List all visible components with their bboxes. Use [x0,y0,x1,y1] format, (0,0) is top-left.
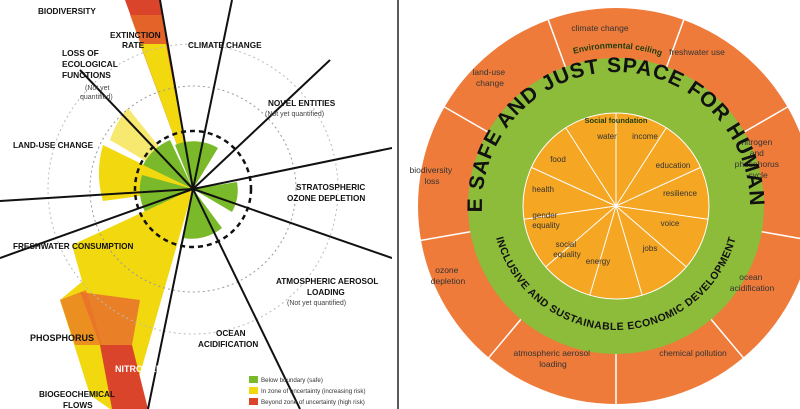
inner-spokes [523,113,709,296]
inner-label-education: education [656,161,691,170]
outer-label-ozone-depletion: ozone depletion [431,265,466,286]
inner-label-energy: energy [586,257,610,266]
label-biodiversity: BIODIVERSITY [38,7,96,16]
outer-ring-divider [420,230,471,242]
label-not-quantified-novel: (Not yet quantified) [265,111,324,118]
inner-spoke [565,127,617,207]
label-novel-entities: NOVEL ENTITIES [268,99,336,108]
nitrogen-wedge [100,345,148,409]
outer-label-chemical-pollution: chemical pollution [659,348,727,358]
outer-label-nitrogen-phosphorus: nitrogen and phosphorus cycle [735,137,782,180]
label-nitrogen: NITROGEN [115,364,163,374]
legend-label-safe: Below boundary (safe) [261,377,323,384]
inner-segment-labels: water income education resilience voice … [532,132,697,266]
inner-label-gender-equality: gender equality [532,211,560,230]
label-climate-change: CLIMATE CHANGE [188,41,262,50]
legend-swatch-uncertain [249,387,258,394]
inner-spoke [531,166,617,207]
outer-label-atmospheric-aerosol: atmospheric aerosol loading [514,348,593,369]
label-atmospheric-aerosol: ATMOSPHERIC AEROSOL LOADING [276,277,380,297]
label-not-quantified-aerosol: (Not yet quantified) [287,300,346,307]
inner-spoke [615,127,667,207]
label-ocean-acidification: OCEAN ACIDIFICATION [198,329,258,349]
legend-swatch-high-risk [249,398,258,405]
legend: Below boundary (safe) In zone of uncerta… [249,376,366,406]
planetary-boundaries-panel: BIODIVERSITY EXTINCTION RATE LOSS OF ECO… [0,0,392,409]
inner-label-social-equality: social equality [553,240,581,259]
safe-boundary-circle [133,129,253,249]
legend-label-uncertain: In zone of uncertainty (increasing risk) [261,388,366,395]
outer-label-land-use-change: land-use change [473,67,508,88]
label-biogeochemical-flows: BIOGEOCHEMICAL FLOWS [39,390,117,409]
outer-ring-divider [488,318,522,359]
label-phosphorus: PHOSPHORUS [30,333,94,343]
inner-spoke [615,205,709,220]
inner-spoke [615,205,643,296]
outer-ring-divider [444,106,489,133]
label-land-use-change: LAND-USE CHANGE [13,141,94,150]
outer-label-ocean-acidification: ocean acidification [730,272,775,293]
outer-ring-labels: climate change freshwater use nitrogen a… [410,23,782,369]
inner-label-jobs: jobs [642,244,658,253]
inner-label-resilience: resilience [663,189,697,198]
outer-label-biodiversity-loss: biodiversity loss [410,165,455,186]
inner-label-income: income [632,132,658,141]
inner-label-voice: voice [661,219,680,228]
outer-label-freshwater-use: freshwater use [669,47,725,57]
inner-label-health: health [532,185,554,194]
label-extinction-rate: EXTINCTION RATE [110,30,163,50]
boundary-spokes [0,0,392,409]
outer-ring-divider [761,230,800,240]
label-stratospheric-ozone: STRATOSPHERIC OZONE DEPLETION [287,183,368,203]
legend-swatch-safe [249,376,258,383]
label-freshwater-consumption: FRESHWATER CONSUMPTION [13,242,133,251]
inner-spoke [589,205,617,296]
inner-spoke [523,205,617,220]
outer-ring-dividers [420,19,800,404]
inner-spoke [615,205,687,268]
label-loss-ecological-functions: LOSS OF ECOLOGICAL FUNCTIONS [62,48,120,80]
label-not-quantified-loss: (Not yet quantified) [80,85,113,101]
outer-ring-divider [743,106,788,133]
outer-ring-divider [665,19,685,68]
inner-spoke [545,205,617,268]
social-foundation-label: Social foundation [585,116,648,125]
outer-ring-divider [547,19,567,68]
inner-label-food: food [550,155,566,164]
outer-label-climate-change: climate change [571,23,628,33]
legend-label-high-risk: Beyond zone of uncertainty (high risk) [261,399,365,406]
inner-label-water: water [596,132,617,141]
boundary-labels: BIODIVERSITY EXTINCTION RATE LOSS OF ECO… [13,7,380,409]
outer-ring-divider [710,318,744,359]
inner-spoke [615,166,701,207]
